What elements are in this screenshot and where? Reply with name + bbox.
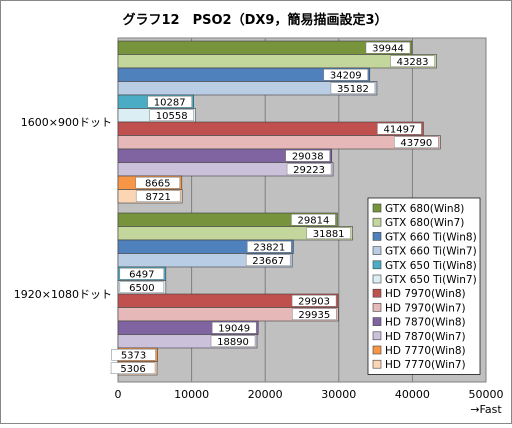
data-label-box — [286, 163, 332, 175]
data-label: 29223 — [293, 165, 325, 176]
x-tick-label: 10000 — [174, 388, 209, 401]
data-label: 18890 — [217, 337, 249, 348]
data-label-box — [365, 42, 411, 54]
value-labels: 39944 43283 34209 35182 10287 10558 41497 43790… — [110, 42, 439, 375]
data-label: 35182 — [337, 84, 369, 95]
legend-entry: GTX 680(Win8) — [385, 203, 464, 215]
legend-entry: HD 7970(Win8) — [385, 288, 466, 300]
data-label: 31881 — [313, 229, 345, 240]
x-axis-label: →Fast — [470, 403, 502, 416]
legend-entry: GTX 660 Ti(Win7) — [385, 246, 477, 258]
bar — [117, 162, 334, 177]
legend-entry: HD 7870(Win7) — [385, 331, 466, 343]
data-label-box — [147, 96, 192, 108]
x-tick-label: 30000 — [321, 388, 356, 401]
x-axis-ticks: 0 10000 20000 30000 40000 50000 — [115, 388, 504, 401]
legend-swatch — [372, 359, 382, 369]
category-labels: 1600×900ドット 1920×1080ドット — [14, 116, 112, 301]
data-label-box — [377, 123, 422, 135]
chart-title: グラフ12 PSO2（DX9，簡易描画設定3） — [123, 12, 388, 28]
data-label-box — [323, 69, 369, 81]
data-label: 19049 — [218, 323, 250, 334]
data-label-box — [210, 335, 256, 347]
data-label: 6497 — [129, 269, 154, 280]
data-label-box — [111, 349, 156, 361]
data-label: 5373 — [121, 350, 146, 361]
data-label: 29038 — [292, 151, 324, 162]
data-label: 10558 — [156, 111, 188, 122]
data-label: 43283 — [397, 57, 429, 68]
data-label: 23667 — [252, 256, 284, 267]
bar — [117, 54, 437, 69]
legend-entry: GTX 650 Ti(Win7) — [385, 274, 477, 286]
data-label: 8721 — [145, 192, 170, 203]
data-label: 43790 — [400, 138, 432, 149]
bar — [117, 81, 378, 96]
data-label-box — [119, 268, 165, 280]
data-label-box — [110, 362, 156, 374]
legend-entry: GTX 660 Ti(Win8) — [385, 231, 477, 243]
legend-swatch — [372, 331, 382, 341]
legend-swatch — [372, 203, 382, 213]
data-label: 34209 — [330, 70, 362, 81]
data-label: 23821 — [253, 242, 285, 253]
data-label-box — [394, 136, 439, 148]
legend-entry: GTX 650 Ti(Win8) — [385, 260, 477, 272]
data-label-box — [245, 254, 291, 266]
legend-entry: HD 7770(Win8) — [385, 345, 466, 357]
data-label-box — [285, 150, 330, 162]
data-label: 6500 — [129, 283, 154, 294]
legend-swatch — [372, 274, 382, 284]
data-label-box — [247, 241, 292, 253]
legend-swatch — [372, 288, 382, 298]
data-label-box — [211, 322, 257, 334]
data-label: 39944 — [372, 43, 404, 54]
legend-swatch — [372, 232, 382, 241]
legend-swatch — [372, 345, 382, 355]
legend-box — [367, 197, 481, 375]
data-label-box — [291, 295, 337, 307]
legend: GTX 680(Win8) GTX 680(Win7) GTX 660 Ti(Win… — [367, 197, 481, 375]
data-label: 29935 — [298, 310, 330, 321]
bar — [117, 135, 441, 150]
data-label: 41497 — [384, 124, 416, 135]
data-label-box — [291, 214, 336, 226]
legend-entry: GTX 680(Win7) — [385, 217, 464, 229]
data-label-box — [135, 177, 181, 189]
data-label: 29903 — [298, 296, 330, 307]
x-tick-label: 0 — [115, 388, 122, 401]
data-label-box — [292, 308, 337, 320]
category-label: 1600×900ドット — [21, 116, 112, 129]
legend-swatch — [372, 317, 382, 326]
x-tick-label: 50000 — [469, 388, 504, 401]
data-label-box — [330, 82, 376, 94]
data-label-box — [149, 109, 194, 121]
data-label: 5306 — [120, 364, 145, 375]
data-label: 29814 — [298, 215, 330, 226]
legend-swatch — [372, 246, 382, 255]
x-tick-label: 40000 — [395, 388, 430, 401]
legend-entry: HD 7770(Win7) — [385, 359, 466, 371]
x-tick-label: 20000 — [248, 388, 283, 401]
legend-swatch — [372, 217, 382, 227]
data-label-box — [119, 281, 165, 293]
data-label-box — [135, 190, 181, 202]
data-label-box — [390, 55, 435, 67]
legend-entry: HD 7970(Win7) — [385, 302, 466, 314]
data-label: 10287 — [154, 97, 186, 108]
legend-entry: HD 7870(Win8) — [385, 317, 466, 329]
legend-swatch — [372, 260, 382, 270]
category-label: 1920×1080ドット — [14, 288, 112, 301]
data-label-box — [306, 227, 351, 239]
bars — [117, 40, 441, 376]
data-label: 8665 — [145, 178, 170, 189]
legend-swatch — [372, 303, 382, 312]
